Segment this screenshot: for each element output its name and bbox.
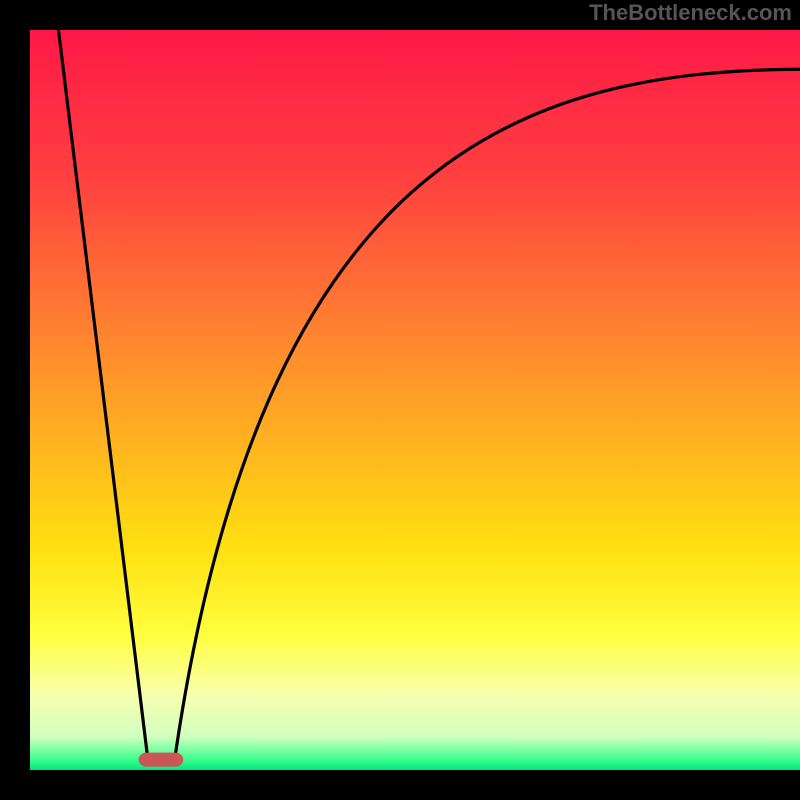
right-envelope-curve xyxy=(175,69,800,759)
curves-layer xyxy=(0,0,800,800)
attribution-text: TheBottleneck.com xyxy=(589,0,792,26)
optimal-marker xyxy=(139,753,184,767)
chart-container: TheBottleneck.com xyxy=(0,0,800,800)
left-envelope-line xyxy=(58,30,147,759)
